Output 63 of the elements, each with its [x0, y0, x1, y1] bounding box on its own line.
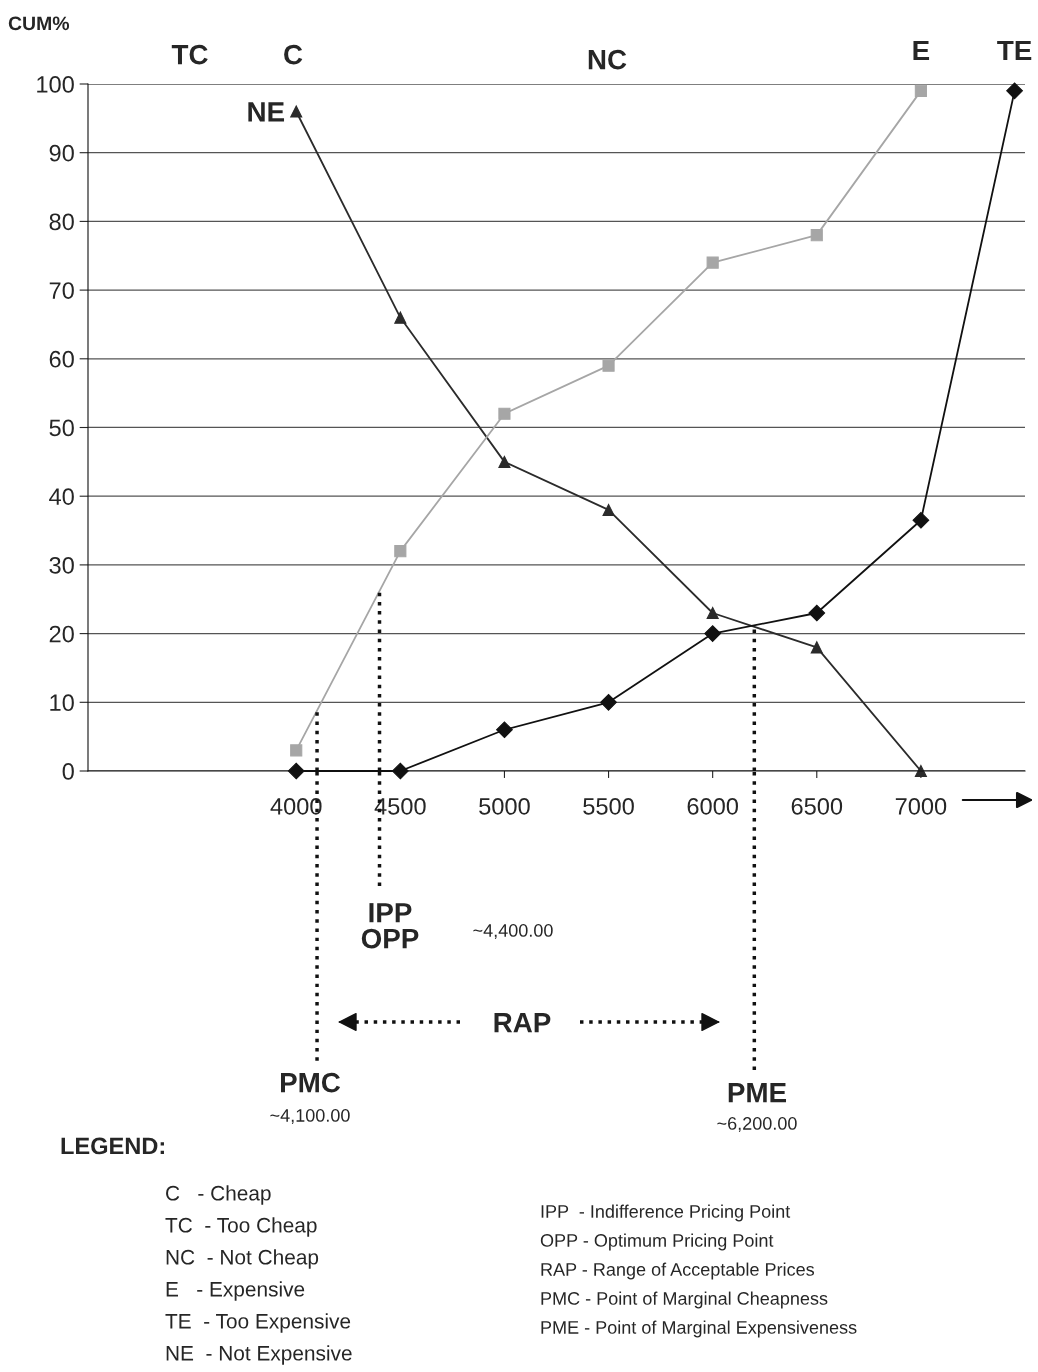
point: [810, 641, 823, 654]
point: [290, 744, 303, 757]
point: [810, 229, 823, 242]
text: C: [284, 44, 303, 65]
text: OPP - Optimum Pricing Point: [540, 1233, 774, 1251]
x-tick-label: 5500: [583, 798, 634, 815]
x-tick-label: 6500: [791, 798, 843, 815]
text: RAP: [494, 1013, 551, 1033]
point: [602, 503, 615, 517]
point: [394, 545, 407, 558]
point: [498, 407, 511, 420]
point: [394, 311, 407, 324]
y-tick-label: 40: [49, 488, 74, 505]
point: [600, 693, 617, 711]
point: [706, 606, 719, 620]
point: [912, 511, 930, 529]
ref-line-label: PME: [728, 1083, 787, 1103]
text: RAP - Range of Acceptable Prices: [541, 1262, 815, 1280]
text: IPP - Indifference Pricing Point: [541, 1204, 791, 1222]
y-tick-label: 10: [50, 694, 74, 712]
point: [706, 256, 719, 269]
point: [1006, 82, 1023, 100]
x-tick-label: 6000: [687, 798, 739, 815]
x-tick-label: 4000: [270, 798, 322, 815]
point: [704, 625, 722, 642]
text: NE - Not Expensive: [166, 1345, 352, 1365]
x-tick-label: 4500: [374, 798, 426, 815]
ref-line-label: PMC: [280, 1072, 341, 1093]
text: PMC - Point of Marginal Cheapness: [541, 1291, 828, 1309]
point: [914, 84, 927, 97]
y-tick-label: 80: [49, 213, 74, 231]
text: ~4,400.00: [473, 924, 553, 939]
text: TE - Too Expensive: [165, 1313, 351, 1333]
x-tick-label: 7000: [895, 798, 947, 815]
text: ~6,200.00: [717, 1117, 797, 1132]
y-axis-title: CUM%: [8, 16, 70, 31]
point: [602, 359, 615, 372]
text: ~4,100.00: [270, 1109, 350, 1124]
text: LEGEND:: [61, 1137, 164, 1155]
point: [290, 105, 303, 118]
y-tick-label: 0: [62, 763, 74, 780]
x-tick-label: 5000: [479, 798, 530, 815]
text: NC: [588, 49, 627, 70]
text: E - Expensive: [166, 1281, 305, 1301]
y-tick-label: 100: [37, 76, 74, 93]
text: PME - Point of Marginal Expensiveness: [541, 1320, 857, 1338]
point: [498, 455, 511, 468]
series-label: E: [913, 41, 930, 61]
text: TC: [171, 44, 208, 65]
ref-line-label: IPP OPP: [361, 903, 419, 949]
series-label: TE: [997, 41, 1032, 61]
text: NC - Not Cheap: [166, 1249, 319, 1269]
y-tick-label: 50: [49, 419, 74, 437]
point: [496, 721, 513, 739]
text: C - Cheap: [166, 1185, 271, 1205]
y-tick-label: 30: [49, 556, 74, 574]
series-label: NE: [248, 102, 285, 122]
y-tick-label: 90: [49, 144, 74, 162]
text: TC - Too Cheap: [165, 1217, 317, 1237]
y-tick-label: 20: [49, 625, 74, 643]
y-tick-label: 60: [49, 350, 74, 368]
point: [808, 604, 826, 622]
y-tick-label: 70: [49, 282, 74, 299]
